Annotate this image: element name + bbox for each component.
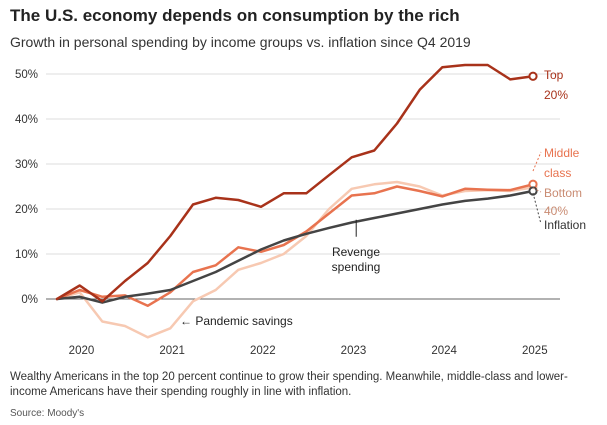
y-tick-label: 30% xyxy=(15,159,38,171)
x-tick-label: 2023 xyxy=(341,345,367,357)
series-label-line: class xyxy=(544,166,571,180)
chart-subtitle: Growth in personal spending by income gr… xyxy=(10,34,471,50)
axis-labels-layer: 0% 10% 20% 30% 40% 50% 2020 2021 2022 2023 2024 202… xyxy=(15,69,548,357)
series-label-inflation: Inflation xyxy=(544,218,586,232)
line-chart: 0% 10% 20% 30% 40% 50% 2020 2021 2022 2023 2024 202… xyxy=(15,63,586,357)
annotation-revenge-spending: Revenge spending xyxy=(332,245,381,274)
annotation-pandemic-savings: ← Pandemic savings xyxy=(180,314,293,328)
chart-source: Source: Moody's xyxy=(10,408,85,419)
x-tick-label: 2020 xyxy=(69,345,95,357)
leader-inflation xyxy=(532,192,542,225)
annotation-line: Revenge xyxy=(332,245,380,259)
series-label-line: Middle xyxy=(544,146,580,160)
x-tick-label: 2022 xyxy=(250,345,276,357)
y-tick-label: 0% xyxy=(21,294,38,306)
series-label-line: Top xyxy=(544,68,564,82)
y-tick-label: 10% xyxy=(15,249,38,261)
chart-caption: Wealthy Americans in the top 20 percent … xyxy=(10,371,568,398)
y-tick-label: 40% xyxy=(15,114,38,126)
annotation-line: spending xyxy=(332,260,381,274)
chart-title: The U.S. economy depends on consumption … xyxy=(10,6,460,25)
series-label-line: Bottom xyxy=(544,186,582,200)
series-line-bottom-40 xyxy=(55,180,535,339)
series-label-middle-class: Middle class xyxy=(544,146,580,180)
grid-layer xyxy=(46,73,560,300)
series-layer xyxy=(55,63,538,339)
series-line-inflation xyxy=(55,189,535,304)
series-label-line: 40% xyxy=(544,204,568,218)
series-label-line: 20% xyxy=(544,88,568,102)
series-label-bottom-40: Bottom 40% xyxy=(544,186,582,218)
x-tick-label: 2021 xyxy=(159,345,185,357)
series-label-top-20: Top 20% xyxy=(544,68,568,102)
annotations-layer: Revenge spending ← Pandemic savings xyxy=(180,219,381,328)
y-tick-label: 50% xyxy=(15,69,38,81)
leader-bottom-40 xyxy=(532,187,542,193)
series-end-marker-top-20 xyxy=(528,71,538,81)
leader-middle-class xyxy=(532,151,542,172)
series-line-top-20 xyxy=(55,63,535,303)
x-tick-label: 2025 xyxy=(522,345,548,357)
y-tick-label: 20% xyxy=(15,204,38,216)
series-labels-layer: Bottom 40% Middle class Inflation Top 20% xyxy=(532,68,586,232)
series-label-line: Inflation xyxy=(544,218,586,232)
x-tick-label: 2024 xyxy=(431,345,457,357)
